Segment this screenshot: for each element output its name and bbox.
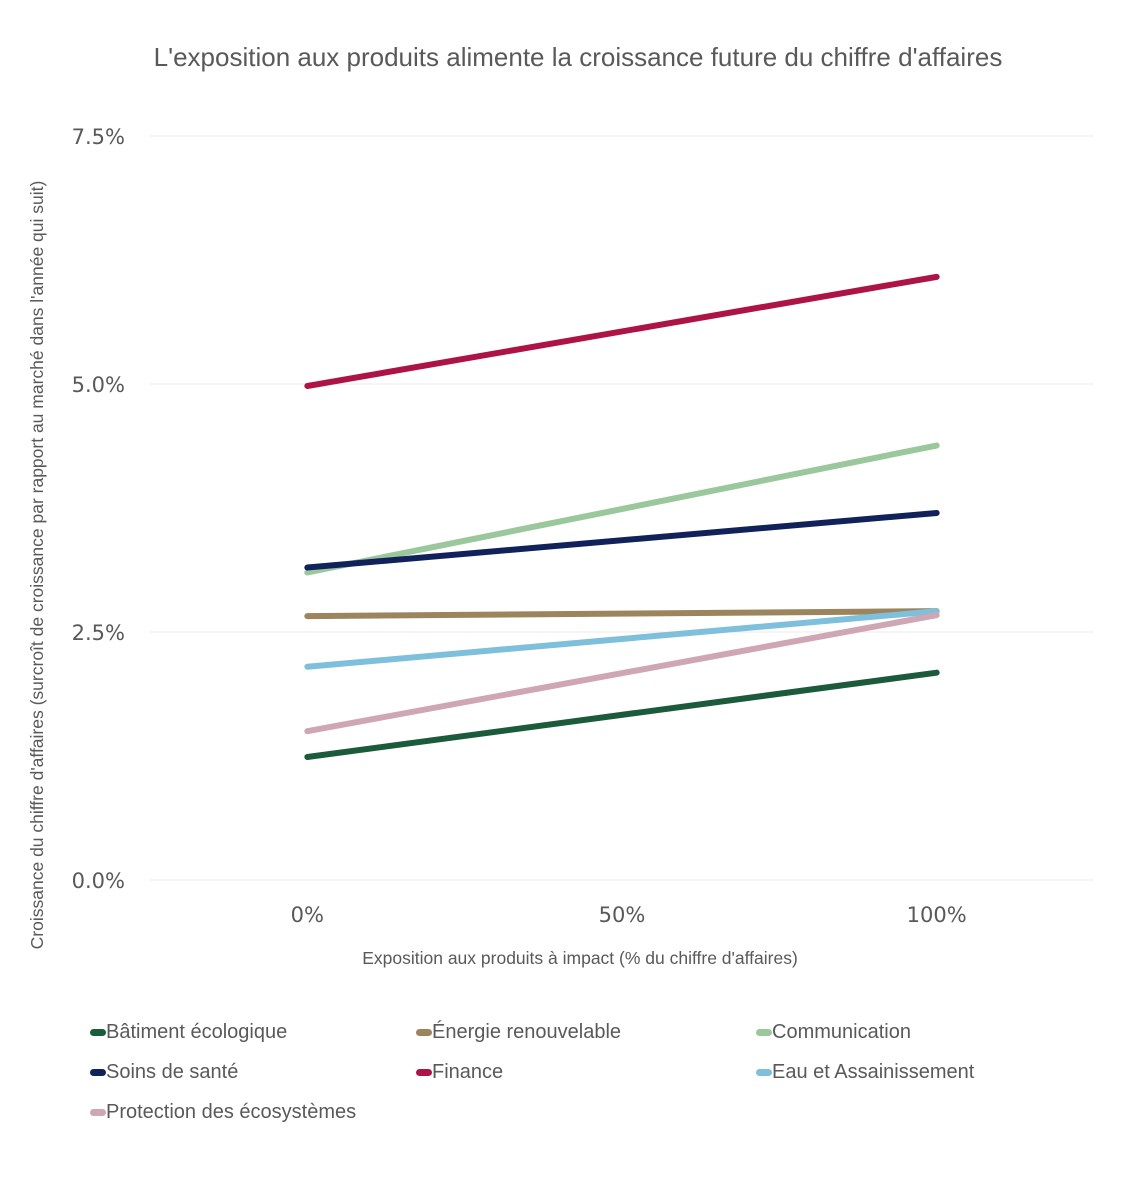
legend-item: Protection des écosystèmes bbox=[90, 1098, 416, 1126]
legend-label: Bâtiment écologique bbox=[106, 1020, 288, 1043]
x-axis-ticks: 0% 50% 100% bbox=[291, 903, 967, 927]
legend-label: Énergie renouvelable bbox=[432, 1020, 622, 1043]
legend-swatch bbox=[90, 1068, 106, 1076]
y-tick-label: 2.5% bbox=[72, 621, 125, 645]
series-line bbox=[304, 608, 940, 670]
series-line bbox=[304, 442, 940, 576]
legend-item: Bâtiment écologique bbox=[90, 1018, 416, 1046]
legend-swatch bbox=[416, 1028, 432, 1036]
series-line bbox=[304, 608, 940, 620]
series-lines bbox=[304, 273, 940, 760]
legend-item: Communication bbox=[756, 1018, 1056, 1046]
legend-swatch bbox=[90, 1108, 106, 1116]
y-axis-ticks: 0.0% 2.5% 5.0% 7.5% bbox=[72, 125, 125, 893]
legend-label: Protection des écosystèmes bbox=[106, 1100, 357, 1123]
legend-label: Eau et Assainissement bbox=[772, 1060, 975, 1083]
y-tick-label: 5.0% bbox=[72, 373, 125, 397]
legend-label: Soins de santé bbox=[106, 1060, 239, 1083]
legend: Bâtiment écologique Énergie renouvelable C… bbox=[90, 1018, 1050, 1126]
legend-item: Finance bbox=[416, 1058, 756, 1086]
x-tick-label: 0% bbox=[291, 903, 324, 927]
legend-label: Communication bbox=[772, 1020, 911, 1043]
series-line bbox=[304, 273, 940, 389]
x-tick-label: 100% bbox=[907, 903, 967, 927]
x-tick-label: 50% bbox=[599, 903, 646, 927]
series-line bbox=[304, 612, 940, 735]
legend-swatch bbox=[756, 1028, 772, 1036]
chart-plot: 0.0% 2.5% 5.0% 7.5% 0% 50% 100% Exposition au… bbox=[27, 125, 1094, 968]
legend-label: Finance bbox=[432, 1060, 504, 1083]
legend-item: Soins de santé bbox=[90, 1058, 416, 1086]
series-line bbox=[304, 509, 940, 571]
legend-swatch bbox=[90, 1028, 106, 1036]
legend-swatch bbox=[756, 1068, 772, 1076]
legend-item: Énergie renouvelable bbox=[416, 1018, 756, 1046]
y-tick-label: 7.5% bbox=[72, 125, 125, 149]
y-axis-label: Croissance du chiffre d'affaires (surcro… bbox=[27, 181, 47, 950]
legend-item: Eau et Assainissement bbox=[756, 1058, 1056, 1086]
chart-title: L'exposition aux produits alimente la cr… bbox=[153, 42, 1003, 72]
series-line bbox=[304, 669, 940, 760]
x-axis-label: Exposition aux produits à impact (% du c… bbox=[362, 948, 798, 968]
legend-swatch bbox=[416, 1068, 432, 1076]
y-tick-label: 0.0% bbox=[72, 869, 125, 893]
